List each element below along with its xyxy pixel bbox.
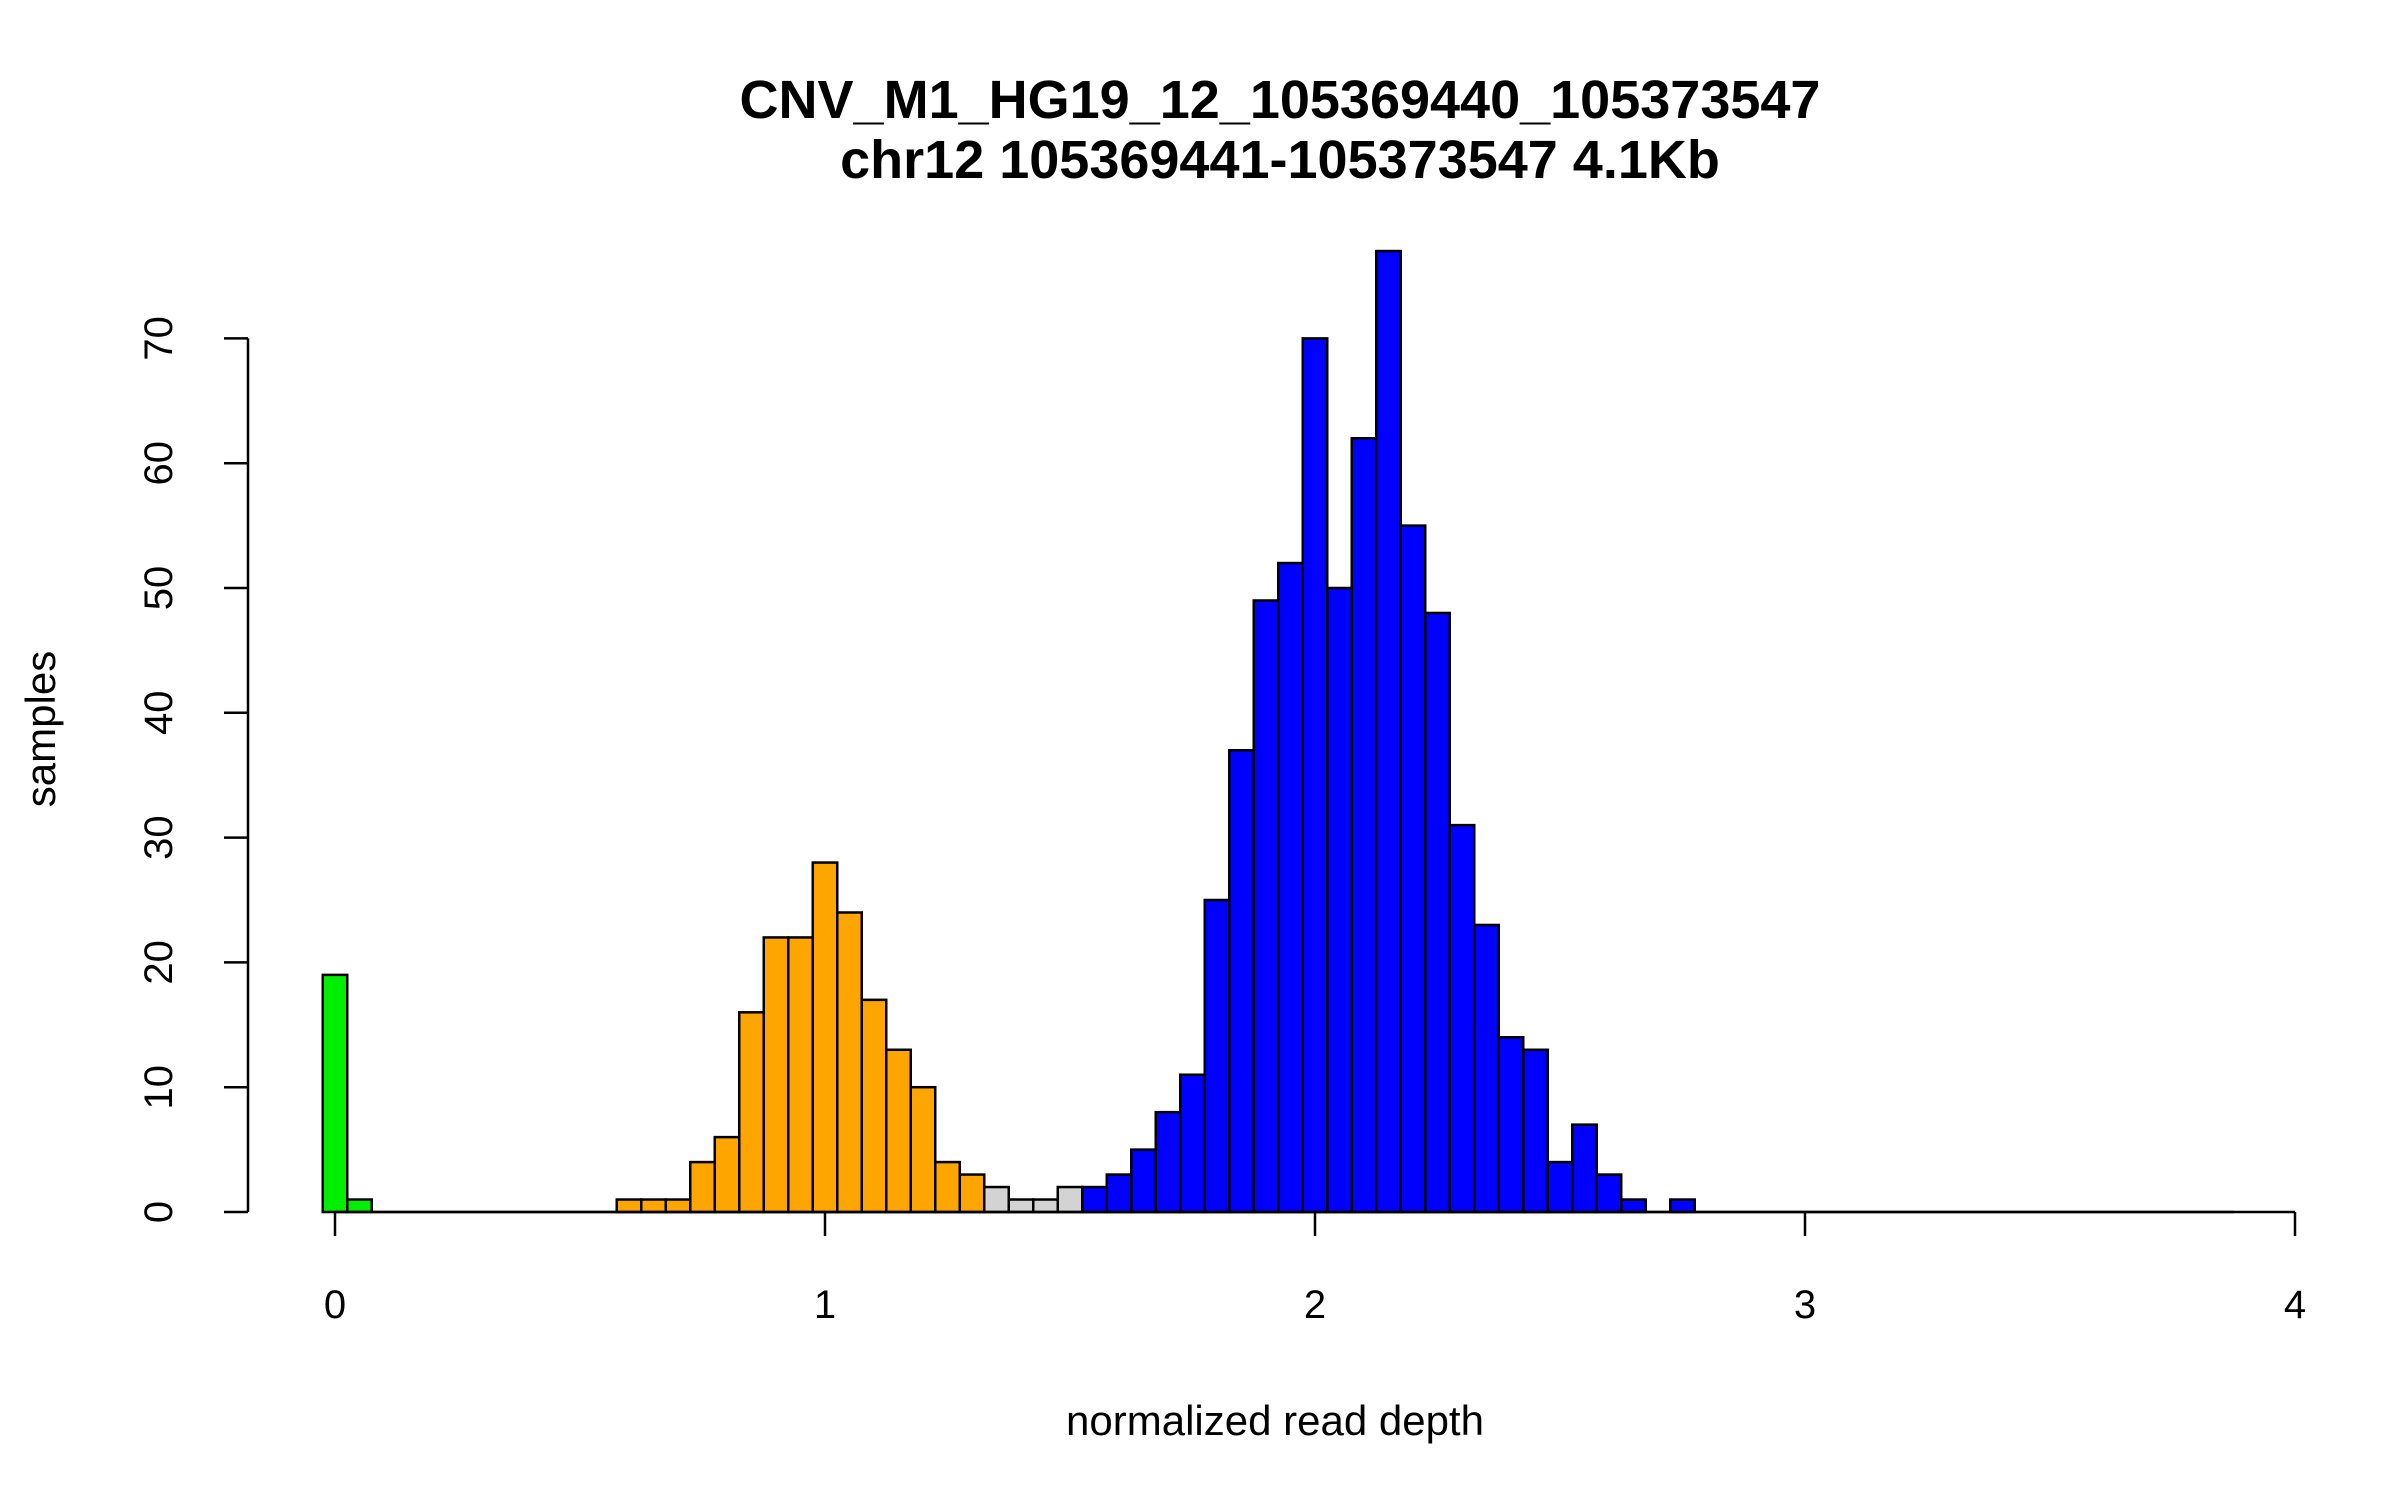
histogram-bar-35 (1424, 611, 1451, 1214)
histogram-bar-22 (1105, 1173, 1133, 1214)
y-tick-label-1: 10 (137, 1065, 181, 1110)
histogram-bar-31 (1326, 586, 1353, 1214)
histogram-bar-34 (1399, 524, 1427, 1214)
histogram-bar-15 (934, 1160, 961, 1214)
histogram-bar-27 (1228, 748, 1255, 1214)
histogram-bar-8 (762, 936, 790, 1214)
histogram-bar-36 (1448, 823, 1476, 1214)
histogram-bar-6 (713, 1135, 741, 1214)
histogram-bar-43 (1620, 1198, 1647, 1214)
histogram-bar-2 (615, 1198, 643, 1214)
x-tick-label-3: 3 (1794, 1283, 1816, 1327)
histogram-bar-21 (1081, 1185, 1108, 1214)
y-tick-label-7: 70 (137, 316, 181, 361)
y-tick-label-6: 60 (137, 441, 181, 486)
chart-subtitle: chr12 105369441-105373547 4.1Kb (840, 130, 1720, 190)
histogram-bar-17 (983, 1185, 1010, 1214)
histogram-bar-19 (1032, 1198, 1059, 1214)
histogram-bar-1 (346, 1198, 373, 1214)
histogram-bar-40 (1546, 1160, 1574, 1214)
histogram-bar-25 (1179, 1073, 1206, 1214)
y-tick-label-3: 30 (137, 815, 181, 860)
x-tick-label-0: 0 (324, 1283, 346, 1327)
x-tick-label-4: 4 (2284, 1283, 2306, 1327)
y-tick-label-2: 20 (137, 940, 181, 985)
y-tick-label-0: 0 (137, 1201, 181, 1223)
histogram-bar-41 (1571, 1123, 1598, 1214)
y-tick-label-4: 40 (137, 691, 181, 736)
x-axis-label: normalized read depth (1066, 1397, 1484, 1444)
histogram-bar-28 (1252, 599, 1280, 1214)
histogram-bar-7 (738, 1011, 765, 1214)
histogram-bar-12 (860, 998, 888, 1214)
bars-group (321, 249, 2234, 1214)
histogram-bar-3 (640, 1198, 667, 1214)
histogram-bar-42 (1595, 1173, 1623, 1214)
histogram-bar-29 (1277, 561, 1304, 1214)
histogram-bar-13 (885, 1048, 912, 1214)
histogram-bar-0 (321, 973, 349, 1214)
histogram-bar-30 (1301, 337, 1329, 1214)
histogram-bar-16 (958, 1173, 986, 1214)
histogram-bar-10 (811, 861, 839, 1214)
x-tick-label-2: 2 (1304, 1283, 1326, 1327)
histogram-bar-32 (1350, 436, 1378, 1214)
histogram-bar-18 (1007, 1198, 1035, 1214)
histogram-bar-24 (1154, 1110, 1182, 1214)
histogram-bar-4 (664, 1198, 692, 1214)
histogram-bar-20 (1056, 1185, 1084, 1214)
chart-title: CNV_M1_HG19_12_105369440_105373547 (740, 70, 1821, 130)
histogram-bar-9 (787, 936, 814, 1214)
histogram-bar-39 (1522, 1048, 1549, 1214)
y-tick-label-5: 50 (137, 566, 181, 611)
histogram-bar-26 (1203, 898, 1231, 1214)
y-axis-label: samples (17, 651, 64, 807)
histogram-bar-44 (1669, 1198, 1696, 1214)
histogram-bar-23 (1130, 1148, 1157, 1214)
histogram-bar-33 (1375, 249, 1402, 1214)
histogram-bar-11 (836, 911, 863, 1214)
histogram-bar-14 (909, 1085, 937, 1214)
histogram-bar-38 (1497, 1036, 1525, 1214)
histogram-bar-5 (689, 1160, 716, 1214)
histogram-bar-37 (1473, 923, 1500, 1214)
x-tick-label-1: 1 (814, 1283, 836, 1327)
